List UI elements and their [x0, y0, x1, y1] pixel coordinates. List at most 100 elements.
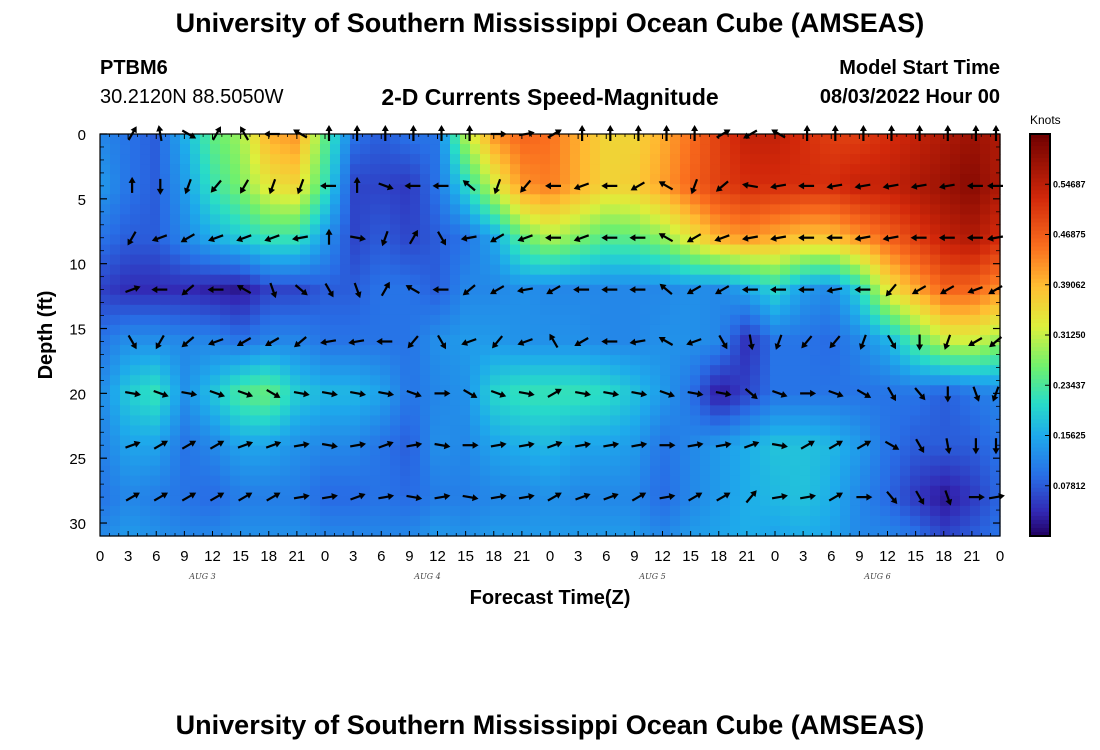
heatmap-cell: [120, 224, 131, 236]
heatmap-cell: [110, 274, 121, 286]
heatmap-cell: [260, 375, 271, 386]
heatmap-cell: [860, 174, 871, 185]
heatmap-cell: [790, 244, 801, 256]
heatmap-cell: [130, 224, 141, 236]
heatmap-cell: [250, 264, 261, 276]
heatmap-cell: [220, 385, 231, 396]
current-vector-arrow: [770, 234, 787, 242]
heatmap-cell: [510, 194, 521, 205]
heatmap-cell: [410, 345, 421, 356]
heatmap-cell: [620, 244, 631, 256]
heatmap-cell: [270, 355, 281, 366]
heatmap-cell: [210, 385, 221, 396]
heatmap-cell: [800, 234, 811, 246]
heatmap-cell: [610, 345, 621, 356]
heatmap-cell: [580, 365, 591, 376]
heatmap-cell: [730, 435, 741, 447]
heatmap-cell: [420, 425, 431, 437]
heatmap-cell: [650, 154, 661, 165]
heatmap-cell: [540, 224, 551, 236]
heatmap-cell: [990, 345, 1001, 356]
heatmap-cell: [200, 385, 211, 396]
heatmap-cell: [380, 525, 391, 537]
heatmap-cell: [920, 515, 931, 527]
current-vector-arrow: [659, 441, 676, 449]
heatmap-cell: [900, 385, 911, 396]
heatmap-cell: [130, 515, 141, 527]
heatmap-cell: [140, 284, 151, 296]
heatmap-cell: [170, 355, 181, 366]
colorbar-swatch: [1030, 487, 1050, 493]
heatmap-cell: [380, 455, 391, 467]
heatmap-cell: [440, 335, 451, 346]
heatmap-cell: [560, 204, 571, 215]
heatmap-cell: [800, 385, 811, 396]
heatmap-cell: [540, 254, 551, 266]
heatmap-cell: [300, 415, 311, 427]
heatmap-cell: [350, 174, 361, 185]
heatmap-cell: [290, 525, 301, 537]
heatmap-cell: [280, 475, 291, 487]
heatmap-cell: [370, 194, 381, 205]
heatmap-cell: [430, 214, 441, 226]
heatmap-cell: [640, 154, 651, 165]
heatmap-cell: [300, 405, 311, 416]
heatmap-cell: [890, 264, 901, 276]
current-vector-arrow: [915, 490, 925, 505]
y-tick-label: 20: [69, 386, 86, 403]
heatmap-cell: [940, 194, 951, 205]
heatmap-cell: [820, 515, 831, 527]
heatmap-cell: [180, 254, 191, 266]
heatmap-cell: [220, 324, 231, 336]
heatmap-cell: [740, 515, 751, 527]
heatmap-cell: [260, 455, 271, 467]
heatmap-cell: [280, 345, 291, 356]
heatmap-cell: [180, 485, 191, 497]
current-vector-arrow: [462, 494, 479, 502]
heatmap-cell: [720, 294, 731, 306]
heatmap-cell: [340, 294, 351, 306]
heatmap-cell: [100, 224, 111, 236]
colorbar-swatch: [1030, 186, 1050, 191]
heatmap-cell: [260, 324, 271, 336]
heatmap-cell: [230, 505, 241, 517]
heatmap-cell: [520, 254, 531, 266]
heatmap-cell: [780, 425, 791, 437]
heatmap-cell: [750, 224, 761, 236]
heatmap-cell: [690, 435, 701, 447]
heatmap-cell: [200, 184, 211, 195]
heatmap-cell: [140, 385, 151, 396]
heatmap-cell: [870, 435, 881, 447]
heatmap-cell: [480, 385, 491, 396]
current-vector-arrow: [517, 286, 533, 294]
heatmap-cell: [810, 365, 821, 376]
heatmap-cell: [280, 505, 291, 517]
heatmap-cell: [750, 515, 761, 527]
heatmap-cell: [620, 375, 631, 386]
heatmap-cell: [180, 525, 191, 537]
footer-title: University of Southern Mississippi Ocean…: [175, 710, 925, 740]
heatmap-cell: [110, 505, 121, 517]
heatmap-cell: [880, 425, 891, 437]
heatmap-cell: [370, 455, 381, 467]
heatmap-cell: [260, 194, 271, 205]
heatmap-cell: [500, 154, 511, 165]
heatmap-cell: [240, 274, 251, 286]
heatmap-cell: [830, 445, 841, 457]
heatmap-cell: [450, 134, 461, 145]
heatmap-cell: [670, 525, 681, 537]
heatmap-cell: [370, 144, 381, 155]
heatmap-cell: [170, 525, 181, 537]
heatmap-cell: [930, 415, 941, 427]
heatmap-cell: [110, 525, 121, 537]
heatmap-cell: [660, 234, 671, 246]
heatmap-cell: [220, 264, 231, 276]
heatmap-cell: [610, 365, 621, 376]
heatmap-cell: [210, 405, 221, 416]
heatmap-cell: [360, 445, 371, 457]
heatmap-cell: [960, 485, 971, 497]
heatmap-cell: [540, 505, 551, 517]
heatmap-cell: [880, 264, 891, 276]
heatmap-cell: [570, 385, 581, 396]
heatmap-cell: [680, 184, 691, 195]
